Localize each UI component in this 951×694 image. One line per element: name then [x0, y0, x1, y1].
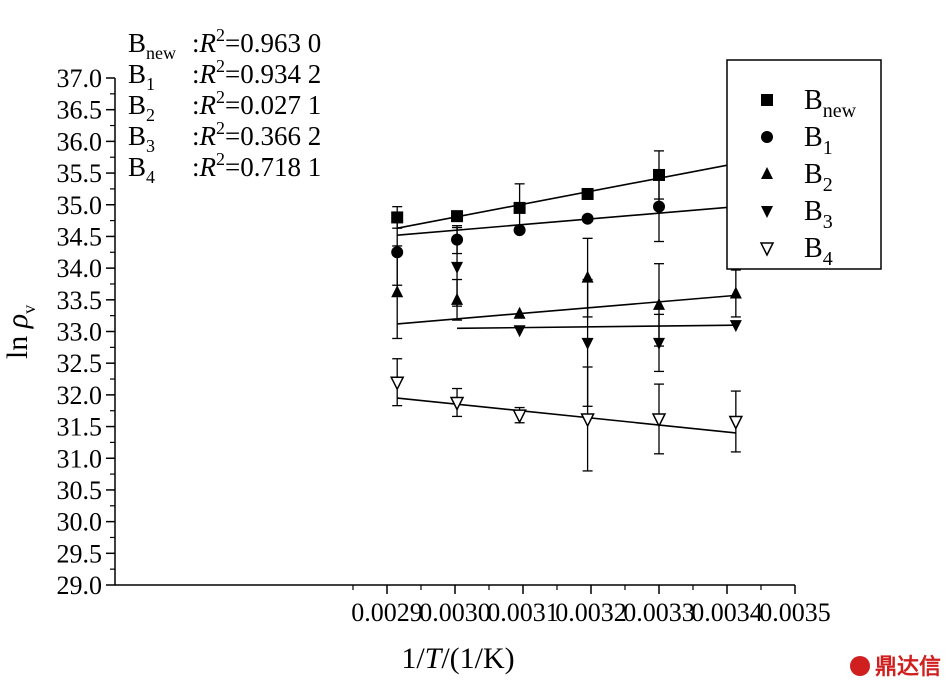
y-tick-label: 36.0 — [57, 127, 103, 156]
r2-label-b-3: B3:R2=0.366 2 — [128, 118, 321, 156]
point-b-3 — [581, 337, 594, 350]
x-tick-label: 0.0030 — [419, 598, 491, 627]
fit-lines — [397, 162, 736, 434]
y-tick-label: 36.5 — [57, 96, 103, 125]
y-tick-label: 33.5 — [57, 286, 103, 315]
x-tick-label: 0.0032 — [555, 598, 627, 627]
point-b-1 — [581, 212, 594, 225]
point-b-2 — [729, 286, 742, 299]
point-b-4 — [651, 413, 667, 428]
point-b-new — [513, 201, 526, 214]
x-tick-label: 0.0034 — [691, 598, 763, 627]
axes: 29.0 29.530.0 30.5 31.031.5 32.0 32.533.0 33.5… — [57, 64, 831, 627]
point-b-new — [451, 210, 464, 223]
point-b-2 — [513, 306, 526, 319]
y-tick-label: 30.5 — [57, 476, 103, 505]
fit-line-b-2 — [397, 294, 736, 325]
point-b-1 — [391, 246, 404, 259]
point-b-1 — [513, 224, 526, 237]
x-tick-label: 0.0035 — [759, 598, 831, 627]
x-tick-label: 0.0031 — [487, 598, 559, 627]
x-axis-title: 1/T/(1/K) — [401, 642, 514, 675]
y-tick-label: 29.0 — [57, 571, 103, 600]
y-tick-label: 34.0 — [57, 254, 103, 283]
point-b-new — [391, 211, 404, 224]
y-tick-label: 35.5 — [57, 159, 103, 188]
y-tick-label: 34.5 — [57, 222, 103, 251]
y-tick-label: 32.0 — [57, 381, 103, 410]
point-b-4 — [512, 409, 527, 424]
fit-line-b-1 — [397, 205, 736, 236]
point-b-new — [581, 187, 594, 200]
x-tick-label: 0.0033 — [623, 598, 695, 627]
point-b-3 — [729, 320, 742, 333]
legend-marker-b-1 — [761, 131, 773, 143]
y-tick-label: 37.0 — [57, 64, 103, 93]
data-points — [389, 157, 744, 431]
point-b-4 — [389, 376, 405, 391]
y-tick-label: 32.5 — [57, 349, 103, 378]
point-b-3 — [653, 337, 665, 350]
y-tick-label: 35.0 — [57, 191, 103, 220]
legend-marker-b-new — [761, 94, 773, 106]
watermark-logo-icon — [850, 656, 870, 676]
point-b-2 — [653, 297, 665, 310]
y-tick-label: 30.0 — [57, 508, 103, 537]
watermark-text: 鼎达信 — [875, 654, 941, 680]
legend-box — [726, 59, 882, 270]
legend-label-b-4: B4 — [804, 233, 833, 270]
fit-statistics: Bnew:R2=0.963 0B1:R2=0.934 2B2:R2=0.027 … — [128, 25, 321, 187]
r2-label-b-2: B2:R2=0.027 1 — [128, 87, 321, 125]
y-axis-title: ln ρv — [1, 305, 39, 359]
legend-label-b-3: B3 — [804, 196, 833, 233]
y-tick-label: 31.5 — [57, 413, 103, 442]
r2-label-b-1: B1:R2=0.934 2 — [128, 56, 321, 94]
point-b-2 — [581, 270, 594, 283]
point-b-2 — [391, 285, 404, 298]
fit-line-b-3 — [457, 324, 736, 330]
legend-marker-b-2 — [761, 167, 773, 179]
point-b-3 — [513, 325, 526, 338]
fit-line-b-new — [397, 162, 736, 229]
point-b-1 — [451, 233, 464, 246]
point-b-4 — [449, 396, 465, 412]
legend-marker-b-4 — [759, 242, 775, 257]
fit-line-b-4 — [397, 397, 736, 434]
point-b-new — [653, 168, 665, 181]
point-b-4 — [580, 413, 595, 428]
point-b-1 — [653, 200, 665, 213]
legend-label-b-new: Bnew — [804, 85, 857, 122]
legend-label-b-2: B2 — [804, 159, 833, 196]
y-tick-label: 29.5 — [57, 539, 103, 568]
r2-label-b-new: Bnew:R2=0.963 0 — [128, 25, 321, 63]
r2-label-b-4: B4:R2=0.718 1 — [128, 149, 321, 187]
watermark: 鼎达信 — [850, 654, 941, 680]
y-tick-label: 33.0 — [57, 318, 103, 347]
legend-label-b-1: B1 — [804, 122, 833, 159]
error-bars — [392, 150, 741, 472]
legend-marker-b-3 — [761, 206, 773, 218]
point-b-3 — [451, 261, 464, 274]
x-tick-label: 0.0029 — [351, 598, 423, 627]
y-tick-label: 31.0 — [57, 444, 103, 473]
point-b-2 — [451, 292, 464, 305]
point-b-4 — [728, 415, 744, 431]
